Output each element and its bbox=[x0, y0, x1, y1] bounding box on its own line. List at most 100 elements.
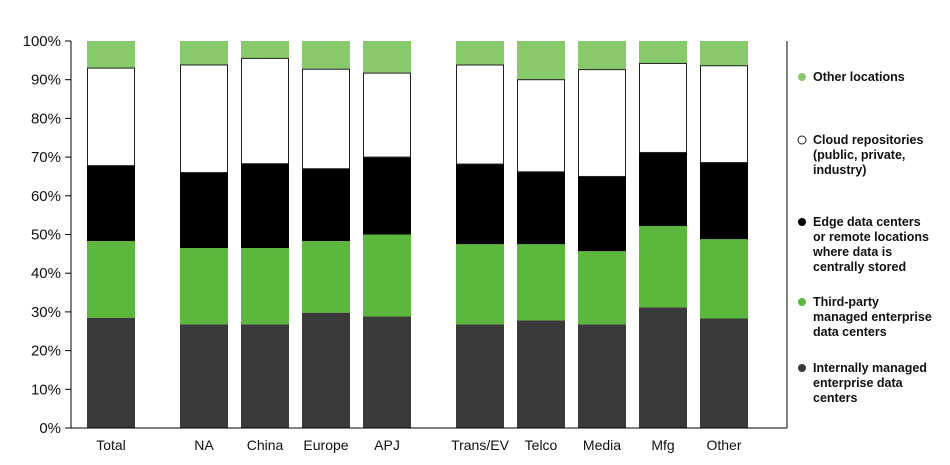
bar-stack-apj bbox=[363, 41, 411, 428]
legend-label-line: Cloud repositories bbox=[813, 133, 923, 147]
y-tick-label: 40% bbox=[31, 265, 61, 282]
bar-segment-mfg-third-party-managed-ente bbox=[639, 225, 687, 308]
legend-label-line: data centers bbox=[813, 325, 887, 339]
bar-stack-trans-ev bbox=[456, 41, 504, 428]
y-tick-label: 90% bbox=[31, 72, 61, 89]
bar-segment-other-edge-data-centers-or-rem bbox=[700, 162, 748, 240]
x-tick-label-total: Total bbox=[96, 437, 126, 453]
bar-outline-media bbox=[578, 69, 626, 177]
legend-item-1: Other locations bbox=[798, 70, 905, 84]
bar-segment-media-other-locations bbox=[578, 41, 626, 70]
bar-segment-europe-cloud-repositories-publi bbox=[302, 69, 350, 169]
bar-segment-telco-internally-managed-enter bbox=[517, 320, 565, 428]
bar-segment-china-third-party-managed-ente bbox=[241, 248, 289, 325]
legend-label-line: Internally managed bbox=[813, 361, 927, 375]
x-tick-label-europe: Europe bbox=[303, 437, 348, 453]
y-tick-label: 50% bbox=[31, 227, 61, 244]
bar-stack-telco bbox=[517, 41, 565, 428]
bar-segment-media-internally-managed-enter bbox=[578, 324, 626, 428]
y-axis: 0% 10% 20% 30% 40% 50% 60% 70% 80% 90% 100% bbox=[23, 33, 72, 437]
x-tick-label-trans-ev: Trans/EV bbox=[451, 437, 509, 453]
x-tick-label-china: China bbox=[247, 437, 284, 453]
bar-segment-other-other-locations bbox=[700, 41, 748, 66]
bar-outline-total bbox=[87, 67, 135, 167]
legend-marker bbox=[798, 298, 806, 306]
bar-segment-total-third-party-managed-ente bbox=[87, 241, 135, 318]
legend-label-line: (public, private, bbox=[813, 148, 905, 162]
bar-segment-mfg-internally-managed-enter bbox=[639, 307, 687, 428]
bar-segment-apj-third-party-managed-ente bbox=[363, 234, 411, 317]
bar-segment-trans-ev-cloud-repositories-publi bbox=[456, 64, 504, 165]
y-tick-label: 20% bbox=[31, 343, 61, 360]
legend-marker bbox=[798, 364, 806, 372]
legend-label-line: centers bbox=[813, 391, 858, 405]
bar-stack-mfg bbox=[639, 41, 687, 428]
bar-segment-total-cloud-repositories-publi bbox=[87, 68, 135, 166]
bar-segment-na-edge-data-centers-or-rem bbox=[180, 172, 228, 249]
bar-segment-mfg-other-locations bbox=[639, 41, 687, 64]
bar-segment-china-internally-managed-enter bbox=[241, 324, 289, 428]
bar-segment-apj-internally-managed-enter bbox=[363, 316, 411, 428]
bar-outline-trans-ev bbox=[456, 64, 504, 165]
bar-stack-europe bbox=[302, 41, 350, 428]
legend-label-line: centrally stored bbox=[813, 260, 906, 274]
bar-segment-china-edge-data-centers-or-rem bbox=[241, 163, 289, 249]
bar-segment-china-cloud-repositories-publi bbox=[241, 58, 289, 164]
bar-segment-trans-ev-other-locations bbox=[456, 41, 504, 65]
x-tick-label-telco: Telco bbox=[525, 437, 558, 453]
bar-stack-china bbox=[241, 41, 289, 428]
x-tick-label-na: NA bbox=[194, 437, 214, 453]
bar-segment-apj-cloud-repositories-publi bbox=[363, 73, 411, 158]
bar-outline-apj bbox=[363, 72, 411, 158]
bar-segment-telco-other-locations bbox=[517, 41, 565, 80]
bar-segment-trans-ev-internally-managed-enter bbox=[456, 324, 504, 428]
bar-segment-total-internally-managed-enter bbox=[87, 317, 135, 428]
bar-segment-europe-other-locations bbox=[302, 41, 350, 70]
bar-outline-telco bbox=[517, 79, 565, 173]
legend-label-line: Third-party bbox=[813, 295, 879, 309]
bar-stack-total bbox=[87, 41, 135, 428]
bar-stack-other bbox=[700, 41, 748, 428]
bar-segment-telco-cloud-repositories-publi bbox=[517, 79, 565, 172]
bar-segment-total-edge-data-centers-or-rem bbox=[87, 165, 135, 242]
bar-segment-other-internally-managed-enter bbox=[700, 318, 748, 428]
x-tick-label-mfg: Mfg bbox=[651, 437, 674, 453]
bar-segment-mfg-cloud-repositories-publi bbox=[639, 63, 687, 153]
bar-segment-europe-third-party-managed-ente bbox=[302, 241, 350, 313]
bar-segment-telco-edge-data-centers-or-rem bbox=[517, 171, 565, 245]
legend: Other locations Cloud repositories(public… bbox=[786, 41, 932, 428]
legend-marker bbox=[797, 135, 807, 145]
legend-marker bbox=[798, 73, 806, 81]
bar-segment-media-third-party-managed-ente bbox=[578, 251, 626, 325]
legend-item-2: Cloud repositories(public, private,indus… bbox=[797, 133, 923, 177]
legend-label-line: enterprise data bbox=[813, 376, 904, 390]
bar-segment-apj-other-locations bbox=[363, 41, 411, 74]
y-tick-label: 100% bbox=[23, 33, 61, 50]
bar-segment-na-cloud-repositories-publi bbox=[180, 64, 228, 173]
bar-segment-trans-ev-edge-data-centers-or-rem bbox=[456, 164, 504, 245]
bar-outline-mfg bbox=[639, 62, 687, 153]
bar-segment-telco-third-party-managed-ente bbox=[517, 244, 565, 321]
bar-segment-media-cloud-repositories-publi bbox=[578, 69, 626, 177]
bar-outline-china bbox=[241, 57, 289, 165]
bar-segment-na-internally-managed-enter bbox=[180, 324, 228, 428]
bar-stack-na bbox=[180, 41, 228, 428]
y-tick-label: 60% bbox=[31, 188, 61, 205]
legend-label-line: Other locations bbox=[813, 70, 905, 84]
bars bbox=[87, 41, 748, 428]
bar-segment-apj-edge-data-centers-or-rem bbox=[363, 157, 411, 235]
bar-stack-media bbox=[578, 41, 626, 428]
legend-label-line: managed enterprise bbox=[813, 310, 932, 324]
bar-segment-europe-edge-data-centers-or-rem bbox=[302, 168, 350, 242]
y-tick-label: 0% bbox=[39, 420, 61, 437]
y-tick-label: 10% bbox=[31, 381, 61, 398]
bar-segment-other-cloud-repositories-publi bbox=[700, 65, 748, 163]
bar-outline-other bbox=[700, 65, 748, 164]
y-tick-label: 80% bbox=[31, 110, 61, 127]
bar-segment-china-other-locations bbox=[241, 41, 289, 59]
x-tick-label-apj: APJ bbox=[374, 437, 400, 453]
legend-label-line: industry) bbox=[813, 163, 866, 177]
